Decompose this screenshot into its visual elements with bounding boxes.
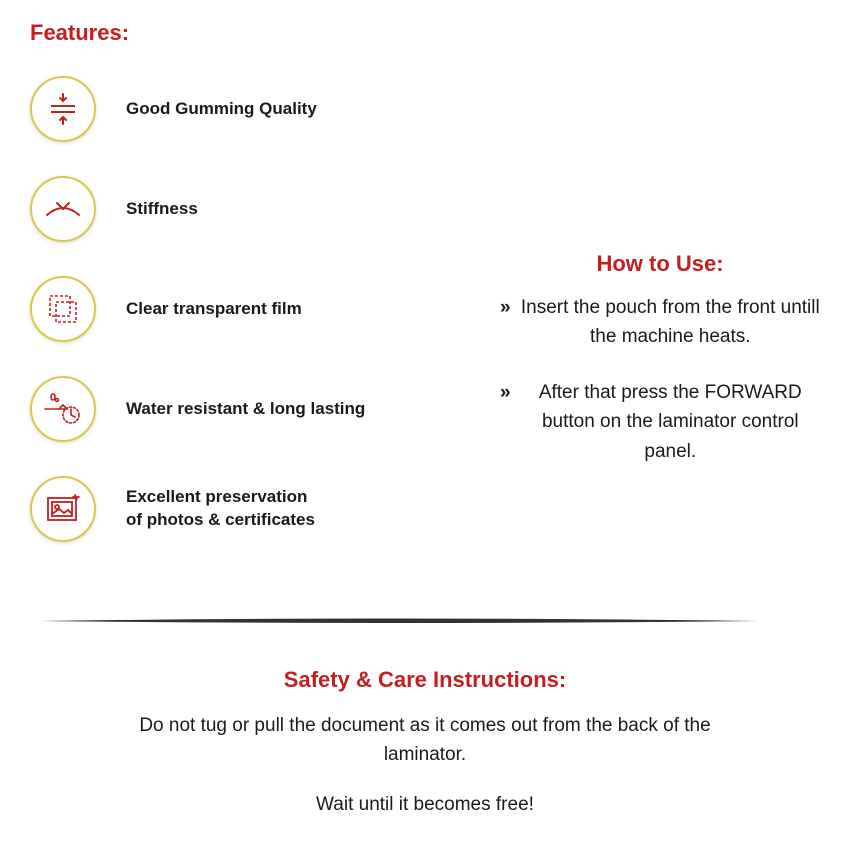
howto-column: How to Use: » Insert the pouch from the … [470, 76, 820, 492]
content-row: Good Gumming Quality Stiffness [30, 76, 820, 576]
gumming-icon [30, 76, 96, 142]
howto-text: After that press the FORWARD button on t… [521, 378, 820, 466]
feature-item: Stiffness [30, 176, 470, 242]
stiffness-icon [30, 176, 96, 242]
feature-label: Stiffness [126, 198, 198, 221]
safety-text-1: Do not tug or pull the document as it co… [105, 711, 745, 770]
bullet-icon: » [500, 293, 511, 352]
preservation-icon [30, 476, 96, 542]
feature-item: Good Gumming Quality [30, 76, 470, 142]
divider-line [30, 616, 770, 626]
howto-item: » After that press the FORWARD button on… [500, 378, 820, 466]
howto-list: » Insert the pouch from the front untill… [500, 293, 820, 466]
feature-item: Excellent preservation of photos & certi… [30, 476, 470, 542]
howto-heading: How to Use: [500, 251, 820, 277]
howto-text: Insert the pouch from the front untill t… [521, 293, 820, 352]
film-icon [30, 276, 96, 342]
features-heading: Features: [30, 20, 820, 46]
feature-label: Water resistant & long lasting [126, 398, 365, 421]
safety-text-2: Wait until it becomes free! [105, 790, 745, 819]
bullet-icon: » [500, 378, 511, 466]
feature-label: Clear transparent film [126, 298, 302, 321]
water-resistant-icon [30, 376, 96, 442]
feature-label: Good Gumming Quality [126, 98, 317, 121]
howto-item: » Insert the pouch from the front untill… [500, 293, 820, 352]
feature-label: Excellent preservation of photos & certi… [126, 486, 315, 532]
safety-heading: Safety & Care Instructions: [30, 667, 820, 693]
features-column: Good Gumming Quality Stiffness [30, 76, 470, 576]
feature-item: Water resistant & long lasting [30, 376, 470, 442]
feature-item: Clear transparent film [30, 276, 470, 342]
